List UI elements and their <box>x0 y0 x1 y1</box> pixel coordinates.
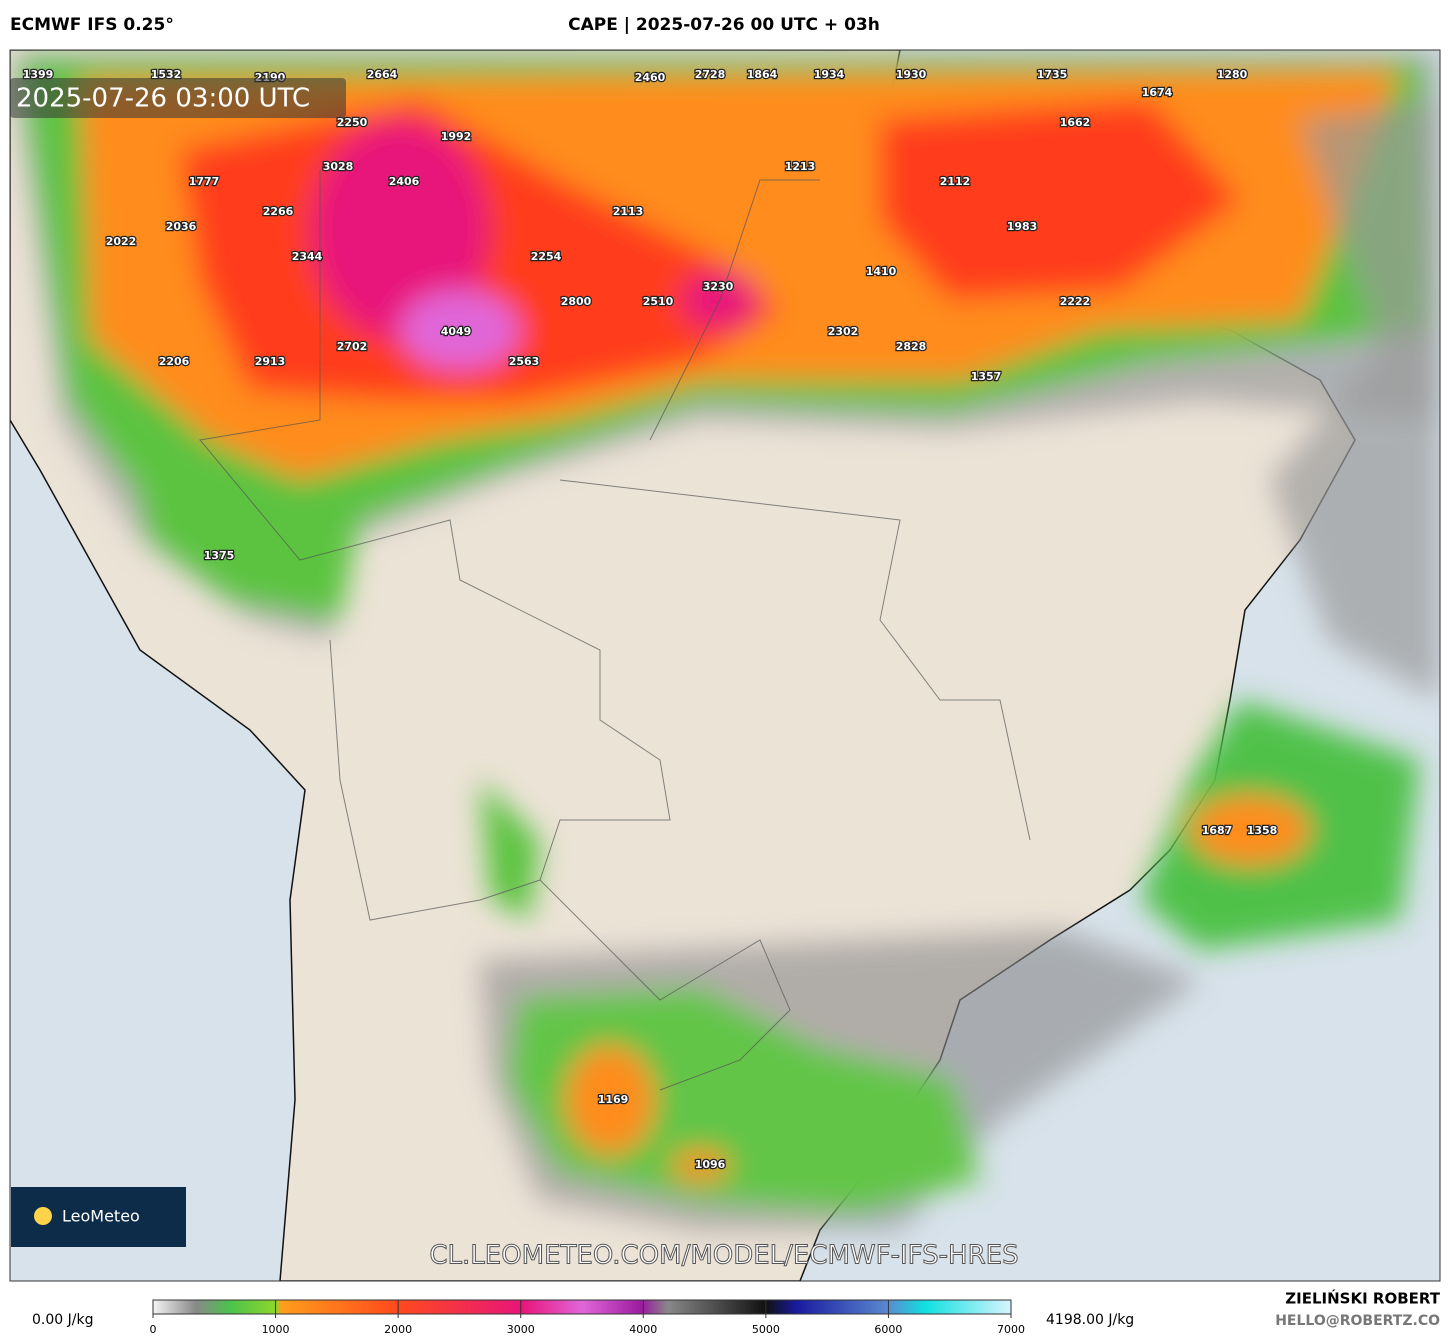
title: CAPE | 2025-07-26 00 UTC + 03h <box>568 15 880 35</box>
model-name: ECMWF IFS 0.25° <box>10 15 174 35</box>
cape-label: 1930 <box>896 68 927 81</box>
logo: LeoMeteo <box>62 1207 140 1226</box>
author: ZIELIŃSKI ROBERT <box>1285 1289 1440 1308</box>
cape-label: 1983 <box>1007 220 1038 233</box>
borders <box>199 170 1031 1091</box>
email: HELLO@ROBERTZ.CO <box>1275 1313 1440 1329</box>
cape-label: 2913 <box>255 355 286 368</box>
cape-label: 2406 <box>389 175 420 188</box>
cape-label: 1662 <box>1060 116 1091 129</box>
cape-label: 1169 <box>598 1093 629 1106</box>
cape-label: 2022 <box>106 235 137 248</box>
cape-label: 1735 <box>1037 68 1068 81</box>
cape-label: 2510 <box>643 295 674 308</box>
cape-label: 1992 <box>441 130 472 143</box>
watermark: CL.LEOMETEO.COM/MODEL/ECMWF-IFS-HRES <box>429 1241 1018 1271</box>
cape-label: 1410 <box>866 265 897 278</box>
colorbar-min: 0.00 J/kg <box>32 1312 93 1328</box>
colorbar-tick-label: 2000 <box>384 1323 412 1336</box>
colorbar-tick-label: 6000 <box>874 1323 902 1336</box>
cape-label: 2250 <box>337 116 368 129</box>
cape-label: 1934 <box>814 68 845 81</box>
cape-label: 3028 <box>323 160 354 173</box>
colorbar-tick-label: 3000 <box>507 1323 535 1336</box>
cape-label: 3230 <box>703 280 734 293</box>
cape-label: 2302 <box>828 325 859 338</box>
timestamp-box <box>10 78 346 118</box>
cape-label: 2254 <box>531 250 562 263</box>
cape-label: 1280 <box>1217 68 1248 81</box>
cape-label: 1674 <box>1142 86 1173 99</box>
cape-label: 2206 <box>159 355 190 368</box>
cape-field <box>10 50 1440 1230</box>
colorbar-tick-label: 0 <box>150 1323 157 1336</box>
cape-label: 1358 <box>1247 824 1278 837</box>
cape-label: 2460 <box>635 71 666 84</box>
cape-label: 1213 <box>785 160 816 173</box>
cape-label: 2036 <box>166 220 197 233</box>
cape-labels: 1399 1532 2190 2664 2460 2728 1864 1934 1930 1735… <box>21 67 1278 1173</box>
cape-label: 2664 <box>367 68 398 81</box>
colorbar <box>152 1299 1012 1315</box>
logo-sun <box>34 1207 52 1225</box>
cape-label: 2563 <box>509 355 540 368</box>
cape-label: 1864 <box>747 68 778 81</box>
cape-label: 2266 <box>263 205 294 218</box>
cape-label: 1777 <box>189 175 220 188</box>
colorbar-tick-label: 7000 <box>997 1323 1025 1336</box>
map-frame <box>9 49 1441 1282</box>
cape-label: 1096 <box>695 1158 726 1171</box>
cape-label: 2828 <box>896 340 927 353</box>
colorbar-tick-label: 5000 <box>752 1323 780 1336</box>
cape-label: 2800 <box>561 295 592 308</box>
colorbar-max: 4198.00 J/kg <box>1046 1312 1134 1328</box>
colorbar-ticks: 0 1000 2000 3000 4000 5000 6000 7000 <box>150 1300 1025 1336</box>
colorbar-tick-label: 1000 <box>262 1323 290 1336</box>
cape-label: 2113 <box>613 205 644 218</box>
map: 1399 1532 2190 2664 2460 2728 1864 1934 1930 1735… <box>10 50 1440 1281</box>
cape-label: 2344 <box>292 250 323 263</box>
timestamp: 2025-07-26 03:00 UTC <box>16 84 310 114</box>
cape-label: 2222 <box>1060 295 1091 308</box>
cape-label: 2728 <box>695 68 726 81</box>
colorbar-tick-label: 4000 <box>629 1323 657 1336</box>
cape-label: 1687 <box>1202 824 1233 837</box>
cape-label: 1375 <box>204 549 235 562</box>
cape-label: 2702 <box>337 340 368 353</box>
cape-label: 2112 <box>940 175 971 188</box>
cape-label: 4049 <box>441 325 472 338</box>
cape-label: 1357 <box>971 370 1002 383</box>
